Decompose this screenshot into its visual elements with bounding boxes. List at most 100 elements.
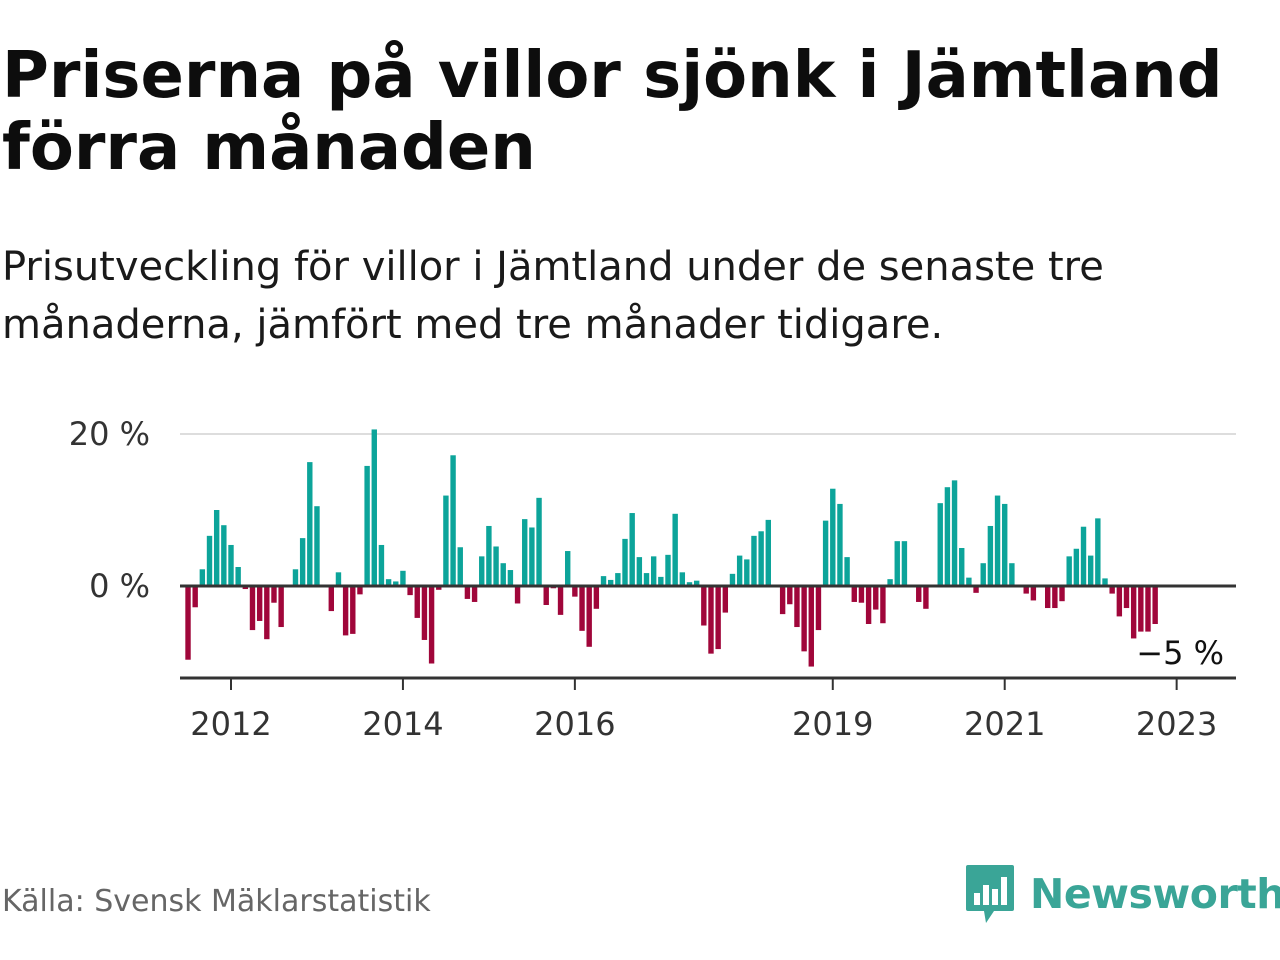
bar [543,586,549,605]
bar [199,569,206,586]
bar [894,541,900,586]
bar [443,495,449,586]
chart-title: Priserna på villor sjönk i Jämtland förr… [2,39,1223,185]
bar [815,586,822,631]
bar [457,547,463,586]
bar [1080,526,1087,586]
bar [693,580,700,586]
bar [206,535,213,586]
bar [600,576,607,586]
bar [622,538,628,586]
axes [180,584,1236,690]
bar [779,586,786,615]
bar [1102,578,1108,586]
bar [830,488,836,586]
bar [371,429,377,586]
bar [264,586,270,640]
bar [486,525,492,586]
bar [873,586,879,610]
chart-subtitle: Prisutveckling för villor i Jämtland und… [2,244,1104,348]
bar [242,586,249,590]
bar [314,506,320,586]
bar [966,577,972,586]
bar [328,586,334,612]
bar [557,586,564,615]
bar [256,586,263,621]
bar [765,519,771,586]
bar [385,579,392,586]
bar [364,465,370,586]
bar [428,586,435,664]
bar [1109,586,1115,594]
bar [736,555,743,586]
bar [1045,586,1051,609]
bar [593,586,600,609]
bar [787,586,793,605]
y-tick-label: 0 % [89,567,150,605]
bar [514,586,521,604]
bar [937,503,943,586]
bar [851,586,857,602]
bar [192,586,198,608]
bar [436,586,442,590]
bar [987,525,994,586]
bar [629,513,635,586]
bar [650,556,657,586]
bar [615,573,621,586]
bar [1066,556,1072,586]
source-note: Källa: Svensk Mäklarstatistik [2,884,431,919]
bar [185,586,191,660]
x-tick-label: 2014 [362,705,443,743]
bar [586,586,592,647]
bar [901,541,908,586]
bar [357,586,363,595]
bar [1023,586,1029,594]
bar [758,531,764,586]
bar [1138,586,1144,632]
bar [536,497,542,586]
bar [794,586,800,628]
x-tick-label: 2023 [1136,705,1217,743]
bar [579,586,585,631]
bar [1116,586,1123,617]
bar [636,557,643,586]
bar [658,576,664,586]
bar [522,519,528,586]
bar [1123,586,1130,609]
bar [808,586,814,667]
tick-labels: 0 % 20 % 2012 2014 2016 2019 2021 2023 −5 % [69,415,1224,743]
bar [1130,586,1137,639]
bar [393,581,399,586]
bar [715,586,721,650]
bar [278,586,284,628]
bar [507,570,514,586]
bar [479,556,485,586]
bar [923,586,929,609]
bar [887,579,893,586]
newsworthy-bar-chart-icon [966,865,1014,923]
bar [572,586,578,597]
brand-logo: Newsworthy [964,862,1280,926]
bar [801,586,807,652]
bar [701,586,707,626]
bar [342,586,349,636]
bar-chart: 0 % 20 % 2012 2014 2016 2019 2021 2023 −5 % [69,415,1236,743]
bar [400,570,406,586]
bar [751,535,757,586]
bar [1009,563,1015,586]
x-tick-label: 2019 [792,705,873,743]
bar [607,579,614,586]
bar [994,495,1001,586]
bar [1073,548,1080,586]
bar [213,510,220,586]
bar [500,563,506,586]
bar [858,586,865,603]
bar [292,569,299,586]
bar [679,572,686,586]
bar [729,573,736,586]
bar [722,586,729,613]
bar [307,462,313,586]
bar [1052,586,1058,609]
bar [350,586,356,634]
bar [1095,518,1101,586]
